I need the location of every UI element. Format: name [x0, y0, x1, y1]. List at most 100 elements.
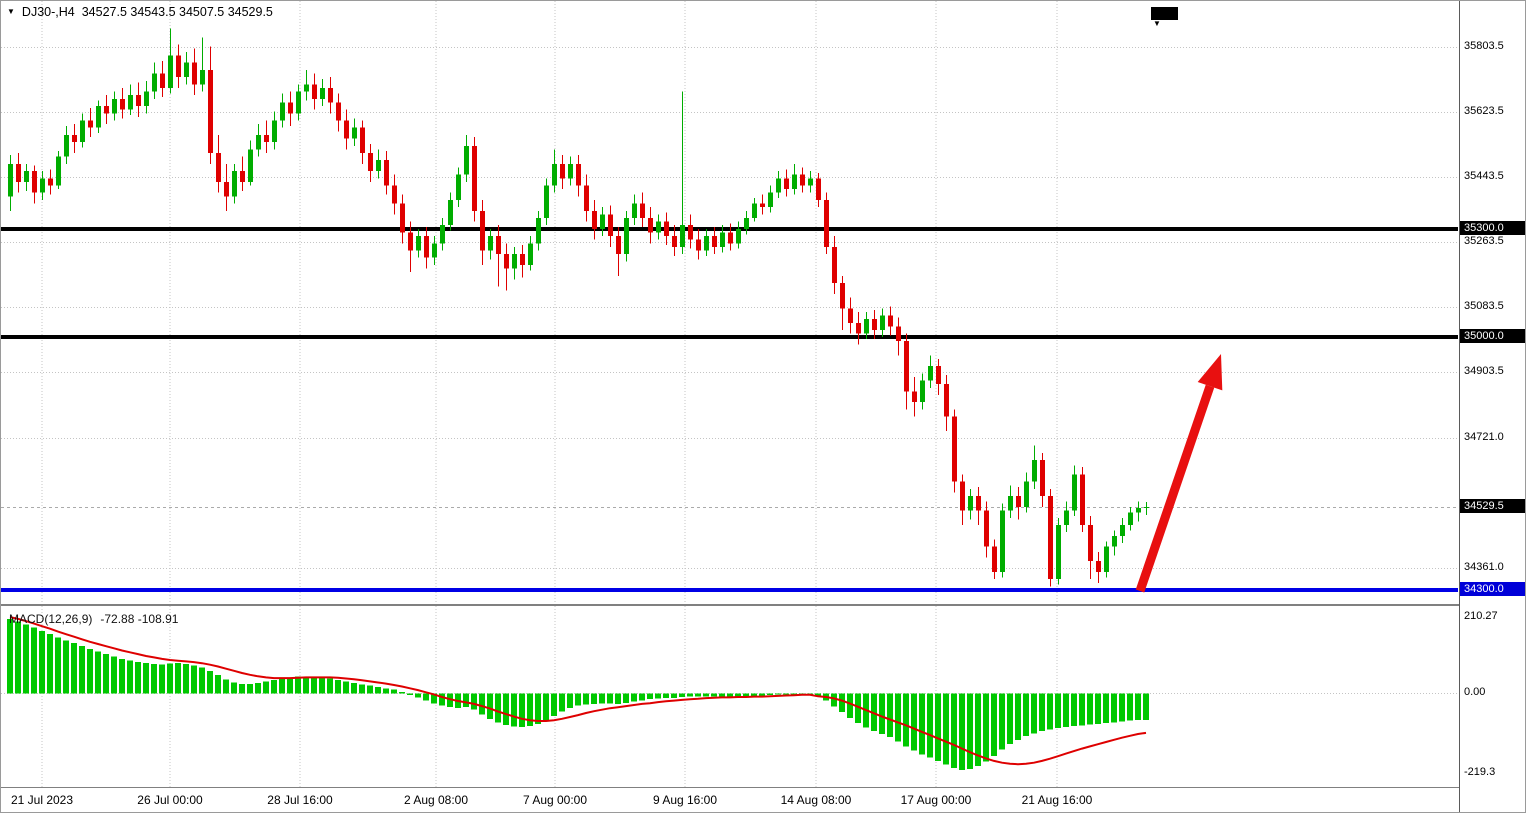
macd-histogram-bar	[1055, 693, 1061, 728]
candle	[680, 91, 685, 255]
time-axis[interactable]: 21 Jul 2023 26 Jul 00:00 28 Jul 16:00 2 Aug…	[1, 788, 1459, 812]
main-chart-panel[interactable]: ▼ DJ30-,H4 34527.5 34543.5 34507.5 34529…	[1, 1, 1459, 606]
macd-histogram-bar	[927, 693, 933, 758]
candle	[528, 236, 533, 271]
candle	[344, 109, 349, 150]
candle	[816, 172, 821, 208]
candle	[224, 163, 229, 211]
candle	[456, 167, 461, 208]
candle	[752, 198, 757, 222]
trend-arrow[interactable]	[1135, 354, 1223, 593]
macd-histogram-bar	[767, 693, 773, 696]
macd-histogram-bar	[335, 679, 341, 694]
candle	[608, 205, 613, 247]
macd-histogram-bar	[103, 654, 109, 694]
macd-histogram-bar	[319, 677, 325, 694]
macd-histogram-bar	[439, 693, 445, 706]
candle	[800, 167, 805, 193]
macd-histogram-bar	[583, 693, 589, 705]
candle	[952, 409, 957, 493]
macd-histogram-bar	[463, 693, 469, 708]
candle	[120, 87, 125, 119]
candle	[24, 163, 29, 191]
macd-scale-label: 0.00	[1464, 686, 1486, 699]
candle	[232, 163, 237, 204]
candle	[984, 501, 989, 558]
candle	[1008, 485, 1013, 518]
candle	[904, 333, 909, 410]
macd-histogram-bar	[471, 693, 477, 710]
macd-histogram-bar	[663, 693, 669, 699]
macd-histogram-bar	[231, 682, 237, 694]
macd-histogram-bar	[351, 682, 357, 694]
price-axis[interactable]: 35803.5 35623.5 35443.5 35263.5 35083.5 34903…	[1459, 1, 1525, 812]
macd-histogram-bar	[1095, 693, 1101, 724]
candle	[48, 169, 53, 195]
macd-histogram-bar	[279, 678, 285, 694]
macd-histogram-bar	[359, 684, 365, 694]
macd-panel[interactable]: MACD(12,26,9) -72.88 -108.91	[1, 606, 1459, 788]
candlestick-chart[interactable]	[1, 1, 1458, 604]
symbol-dropdown-icon[interactable]: ▼	[7, 7, 15, 16]
macd-histogram-bar	[511, 693, 517, 727]
shift-marker-box	[1151, 7, 1178, 20]
macd-histogram-bar	[575, 693, 581, 706]
candle	[432, 236, 437, 265]
candle	[112, 91, 117, 121]
macd-histogram-bar	[535, 693, 541, 724]
macd-histogram-bar	[311, 676, 317, 694]
candle	[1112, 530, 1117, 556]
macd-histogram-bar	[775, 693, 781, 695]
candle	[40, 171, 45, 200]
macd-histogram-bar	[967, 693, 973, 769]
candle	[1048, 488, 1053, 587]
macd-histogram-bar	[735, 693, 741, 697]
candle	[72, 124, 77, 154]
candle	[280, 93, 285, 128]
candle	[856, 311, 861, 345]
candle	[1072, 465, 1077, 516]
candle	[136, 82, 141, 117]
macd-histogram-bar	[935, 693, 941, 761]
ohlc-readout: 34527.5 34543.5 34507.5 34529.5	[81, 5, 273, 19]
price-axis-label: 34721.0	[1464, 430, 1504, 443]
macd-histogram-bar	[39, 630, 45, 694]
candle	[1000, 503, 1005, 578]
macd-histogram-bar	[751, 693, 757, 697]
macd-histogram-bar	[695, 693, 701, 697]
candle	[440, 218, 445, 251]
candle	[328, 77, 333, 114]
macd-scale-label: -219.3	[1464, 766, 1496, 778]
macd-histogram-bar	[591, 693, 597, 704]
candle	[760, 194, 765, 215]
macd-histogram-bar	[831, 693, 837, 707]
macd-histogram-bar	[79, 646, 85, 694]
macd-chart[interactable]	[1, 606, 1458, 787]
candle	[640, 192, 645, 228]
candle	[264, 120, 269, 154]
macd-histogram-bar	[495, 693, 501, 723]
candle	[160, 60, 165, 98]
macd-histogram-bar	[1103, 693, 1109, 724]
time-axis-label: 7 Aug 00:00	[522, 793, 588, 807]
candle	[520, 245, 525, 278]
symbol-timeframe-label: DJ30-,H4	[21, 5, 75, 19]
candle	[416, 228, 421, 258]
candle	[976, 487, 981, 526]
candle	[296, 84, 301, 121]
chart-shift-marker[interactable]: ▼	[1151, 7, 1178, 28]
candle	[336, 93, 341, 132]
candle	[240, 156, 245, 191]
candle	[992, 539, 997, 580]
macd-histogram-bar	[87, 649, 93, 694]
macd-histogram-bar	[743, 693, 749, 697]
candle	[168, 28, 173, 94]
macd-histogram-bar	[407, 693, 413, 695]
macd-histogram-bar	[215, 675, 221, 694]
price-axis-label: 35803.5	[1464, 40, 1504, 52]
macd-histogram-bar	[431, 693, 437, 704]
candle	[144, 80, 149, 114]
candle	[696, 228, 701, 260]
price-axis-label: 35623.5	[1464, 105, 1504, 117]
